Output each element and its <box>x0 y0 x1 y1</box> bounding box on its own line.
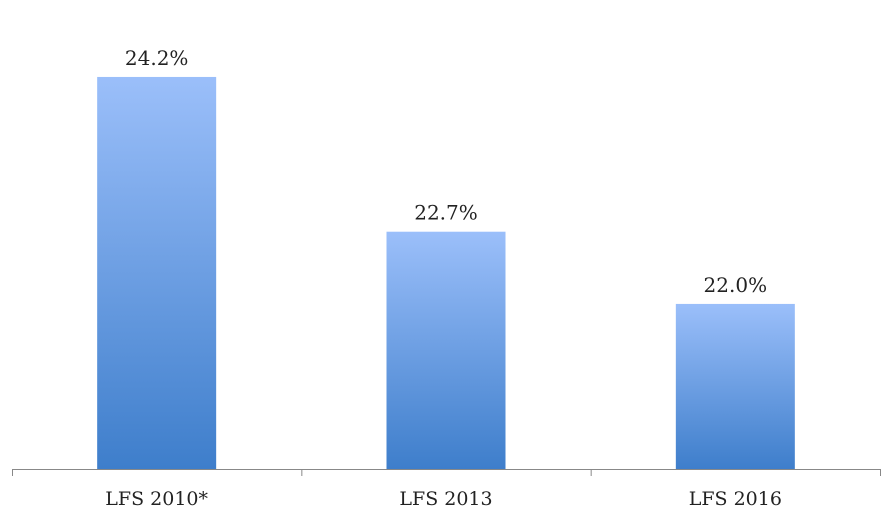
data-label-3: 22.0% <box>704 273 768 297</box>
data-label-1: 24.2% <box>125 46 189 70</box>
x-tick-label-3: LFS 2016 <box>689 488 782 510</box>
bar-1 <box>97 76 217 469</box>
bar-2 <box>386 231 506 469</box>
bars-layer <box>97 76 795 469</box>
x-tick-label-2: LFS 2013 <box>399 488 492 510</box>
x-tick-label-1: LFS 2010* <box>105 488 208 510</box>
data-labels-layer: 24.2% 22.7% 22.0% <box>125 46 767 297</box>
x-axis <box>12 469 881 476</box>
x-tick-labels: LFS 2010* LFS 2013 LFS 2016 <box>105 488 782 510</box>
data-label-2: 22.7% <box>414 201 478 225</box>
bar-3 <box>675 303 795 469</box>
